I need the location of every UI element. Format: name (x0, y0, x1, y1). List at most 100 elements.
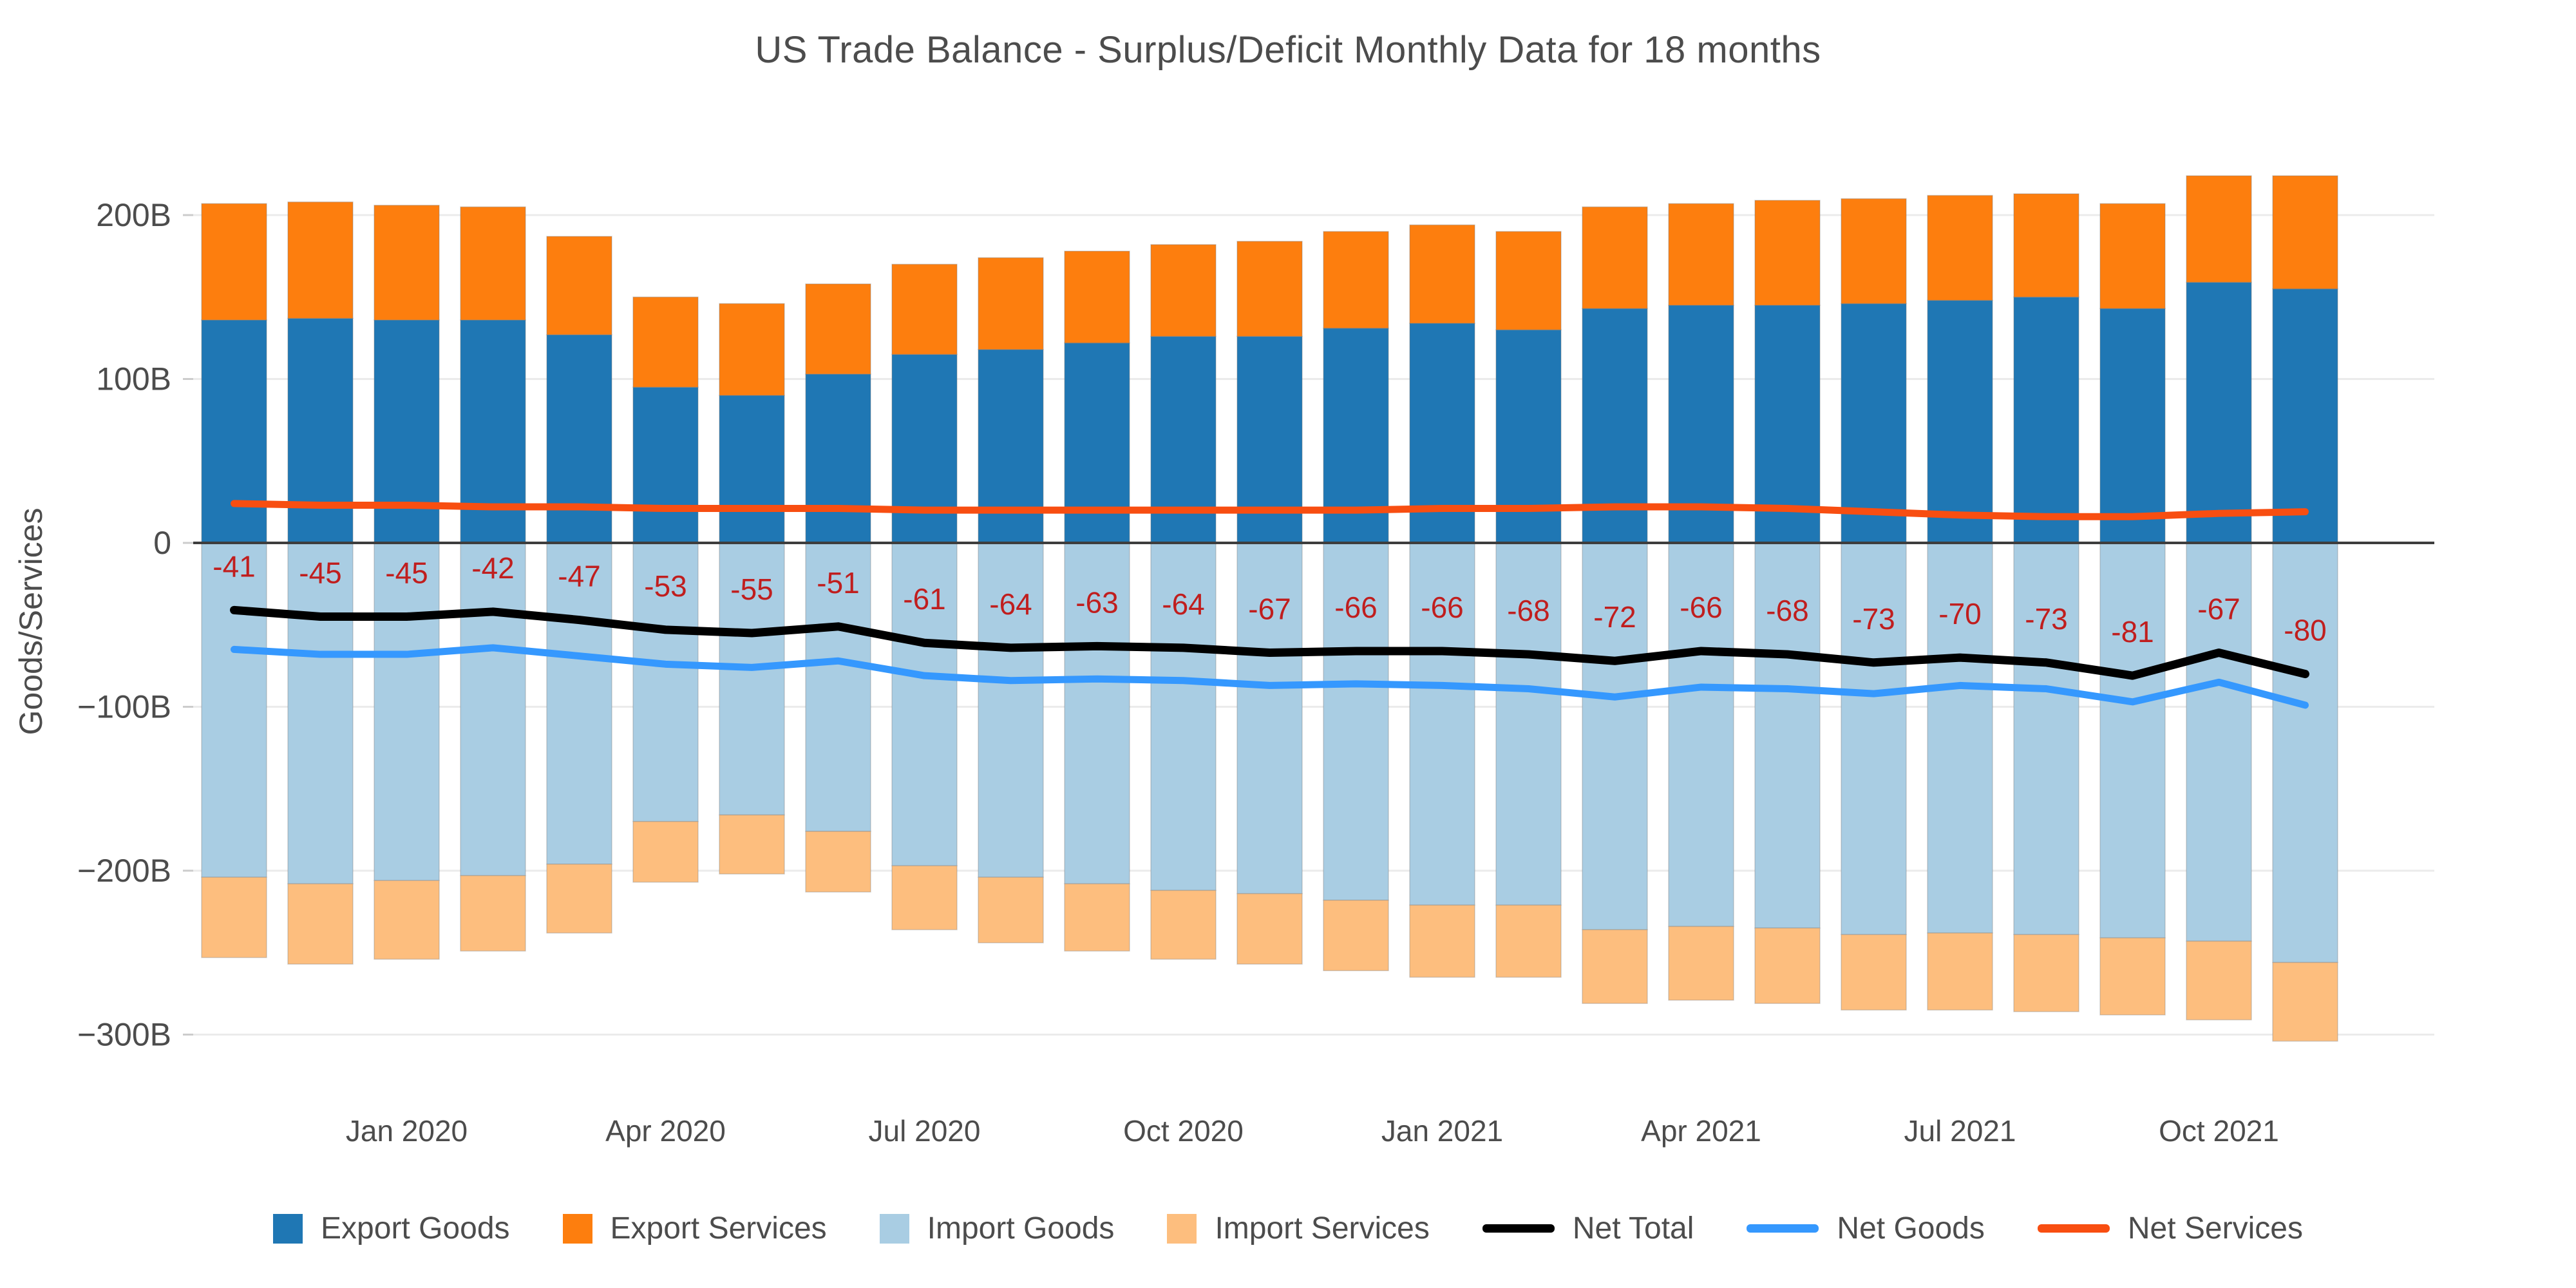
bar-segment-export-services[interactable] (1495, 231, 1562, 330)
bar-segment-import-services[interactable] (1582, 929, 1648, 1004)
bar-segment-import-goods[interactable] (632, 542, 699, 822)
bar-segment-export-services[interactable] (1582, 206, 1648, 309)
bar-segment-export-services[interactable] (1409, 224, 1475, 324)
bar-segment-import-goods[interactable] (2186, 542, 2252, 942)
bar-segment-import-goods[interactable] (460, 542, 526, 876)
bar-segment-export-services[interactable] (1754, 200, 1821, 306)
bar-segment-import-services[interactable] (891, 865, 958, 931)
bar-segment-import-services[interactable] (546, 864, 612, 934)
bar-segment-import-services[interactable] (374, 880, 440, 960)
bar-segment-import-services[interactable] (1323, 900, 1389, 971)
bar-segment-import-services[interactable] (201, 876, 267, 958)
bar-segment-import-services[interactable] (1495, 904, 1562, 978)
bar-segment-export-services[interactable] (978, 257, 1044, 350)
bar-segment-export-goods[interactable] (2186, 281, 2252, 544)
bar-segment-export-services[interactable] (2099, 203, 2166, 309)
bar-segment-export-goods[interactable] (546, 334, 612, 544)
bar-segment-export-goods[interactable] (891, 354, 958, 544)
bar-segment-import-goods[interactable] (201, 542, 267, 878)
bar-segment-import-services[interactable] (2272, 961, 2338, 1042)
legend-item-net-goods[interactable]: Net Goods (1747, 1211, 1985, 1246)
legend-item-export-services[interactable]: Export Services (562, 1211, 827, 1246)
legend-item-net-services[interactable]: Net Services (2037, 1211, 2303, 1246)
bar-segment-export-goods[interactable] (374, 319, 440, 544)
bar-segment-export-goods[interactable] (632, 386, 699, 544)
bar-segment-import-goods[interactable] (287, 542, 354, 885)
bar-segment-import-goods[interactable] (1323, 542, 1389, 901)
legend-item-import-goods[interactable]: Import Goods (879, 1211, 1114, 1246)
bar-segment-export-services[interactable] (805, 283, 871, 375)
bar-segment-import-goods[interactable] (719, 542, 785, 816)
bar-segment-import-goods[interactable] (1582, 542, 1648, 931)
bar-segment-export-services[interactable] (1927, 194, 1993, 301)
bar-segment-import-services[interactable] (460, 875, 526, 952)
bar-segment-import-goods[interactable] (1668, 542, 1734, 927)
bar-segment-export-services[interactable] (2272, 175, 2338, 290)
net-goods-line[interactable] (231, 644, 2309, 709)
bar-segment-export-goods[interactable] (201, 319, 267, 544)
bar-segment-export-goods[interactable] (1754, 305, 1821, 544)
bar-segment-export-goods[interactable] (1927, 299, 1993, 544)
bar-segment-import-services[interactable] (1409, 904, 1475, 978)
bar-segment-import-goods[interactable] (1495, 542, 1562, 906)
bar-segment-export-services[interactable] (891, 263, 958, 355)
bar-segment-export-services[interactable] (201, 203, 267, 321)
bar-segment-import-services[interactable] (1150, 889, 1217, 960)
bar-segment-export-goods[interactable] (1668, 305, 1734, 544)
bar-segment-export-services[interactable] (287, 201, 354, 319)
bar-segment-export-services[interactable] (1323, 231, 1389, 329)
bar-segment-import-services[interactable] (719, 814, 785, 875)
net-services-line[interactable] (231, 500, 2309, 520)
bar-segment-import-services[interactable] (632, 820, 699, 883)
bar-segment-export-goods[interactable] (978, 348, 1044, 544)
bar-segment-import-services[interactable] (2099, 937, 2166, 1016)
bar-segment-export-services[interactable] (1841, 198, 1907, 305)
legend-item-import-services[interactable]: Import Services (1167, 1211, 1430, 1246)
bar-segment-export-goods[interactable] (719, 395, 785, 544)
bar-segment-import-services[interactable] (1236, 893, 1303, 965)
bar-segment-export-goods[interactable] (2272, 288, 2338, 544)
bar-segment-export-goods[interactable] (2099, 308, 2166, 544)
bar-segment-import-goods[interactable] (1841, 542, 1907, 936)
bar-segment-import-goods[interactable] (374, 542, 440, 882)
legend-item-export-goods[interactable]: Export Goods (273, 1211, 510, 1246)
bar-segment-export-goods[interactable] (287, 317, 354, 544)
bar-segment-import-goods[interactable] (1150, 542, 1217, 891)
bar-segment-export-services[interactable] (2186, 175, 2252, 283)
bar-segment-import-goods[interactable] (805, 542, 871, 832)
bar-segment-import-goods[interactable] (2272, 542, 2338, 963)
legend-item-net-total[interactable]: Net Total (1482, 1211, 1694, 1246)
bar-segment-import-goods[interactable] (891, 542, 958, 867)
bar-segment-import-goods[interactable] (2013, 542, 2079, 936)
bar-segment-import-services[interactable] (978, 876, 1044, 943)
bar-segment-import-services[interactable] (2013, 934, 2079, 1012)
bar-segment-export-goods[interactable] (2013, 296, 2079, 544)
bar-segment-import-services[interactable] (2186, 940, 2252, 1021)
bar-segment-import-goods[interactable] (2099, 542, 2166, 939)
bar-segment-import-goods[interactable] (978, 542, 1044, 878)
bar-segment-export-services[interactable] (632, 296, 699, 388)
bar-segment-import-goods[interactable] (1064, 542, 1130, 885)
bar-segment-import-services[interactable] (287, 883, 354, 965)
bar-segment-export-services[interactable] (1668, 203, 1734, 306)
bar-segment-import-services[interactable] (1927, 932, 1993, 1011)
net-total-line[interactable] (230, 605, 2309, 680)
bar-segment-import-services[interactable] (805, 831, 871, 893)
bar-segment-export-services[interactable] (2013, 193, 2079, 298)
bar-segment-import-goods[interactable] (546, 542, 612, 865)
bar-segment-import-goods[interactable] (1754, 542, 1821, 929)
bar-segment-export-services[interactable] (1064, 251, 1130, 344)
bar-segment-export-goods[interactable] (805, 374, 871, 544)
bar-segment-export-services[interactable] (460, 206, 526, 321)
bar-segment-export-services[interactable] (374, 204, 440, 321)
bar-segment-export-services[interactable] (719, 303, 785, 396)
bar-segment-import-services[interactable] (1668, 925, 1734, 1001)
bar-segment-import-services[interactable] (1841, 934, 1907, 1011)
bar-segment-export-services[interactable] (1150, 244, 1217, 337)
bar-segment-export-services[interactable] (546, 236, 612, 336)
bar-segment-export-services[interactable] (1236, 240, 1303, 337)
bar-segment-import-services[interactable] (1064, 883, 1130, 952)
bar-segment-export-goods[interactable] (1841, 303, 1907, 544)
bar-segment-import-goods[interactable] (1927, 542, 1993, 934)
bar-segment-import-services[interactable] (1754, 927, 1821, 1004)
